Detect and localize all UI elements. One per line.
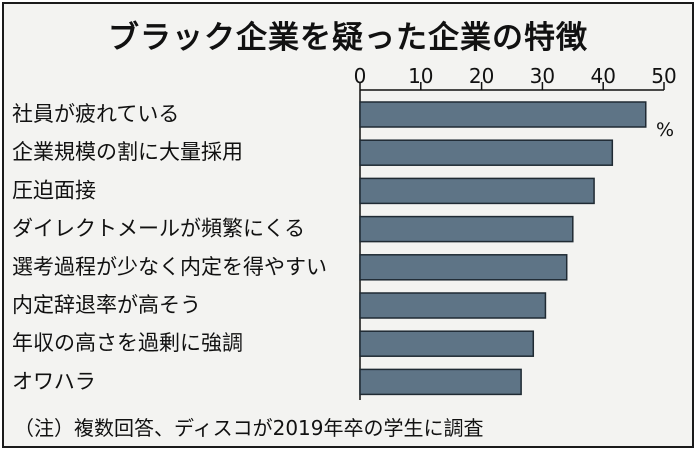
category-label: 企業規模の割に大量採用 bbox=[12, 140, 243, 164]
x-tick-label: 50 bbox=[651, 64, 676, 88]
category-label: 圧迫面接 bbox=[12, 178, 96, 202]
chart-title: ブラック企業を疑った企業の特徴 bbox=[108, 20, 588, 56]
chart-frame: ブラック企業を疑った企業の特徴 0 10 20 30 40 50 社員が疲れている企業規模の… bbox=[2, 2, 694, 448]
bar bbox=[359, 215, 574, 243]
bar bbox=[359, 139, 614, 166]
bar bbox=[359, 177, 595, 205]
x-tick-label: 30 bbox=[530, 64, 555, 88]
x-tick-label: 10 bbox=[408, 64, 433, 88]
category-label: ダイレクトメールが頻繁にくる bbox=[12, 217, 305, 241]
bar bbox=[359, 330, 535, 357]
category-label: オワハラ bbox=[12, 369, 96, 393]
bar bbox=[359, 101, 647, 128]
chart-footnote: （注）複数回答、ディスコが2019年卒の学生に調査 bbox=[14, 416, 484, 440]
chart-plot-area: 0 10 20 30 40 50 社員が疲れている企業規模の割に大量採用圧迫面接ダイレクトメ… bbox=[12, 64, 677, 400]
category-label: 内定辞退率が高そう bbox=[12, 293, 201, 317]
bar bbox=[359, 254, 568, 281]
x-tick-label: 0 bbox=[354, 64, 367, 88]
x-tick-label: 20 bbox=[469, 64, 494, 88]
category-label: 社員が疲れている bbox=[12, 102, 179, 126]
x-tick-label: 40 bbox=[590, 64, 615, 88]
category-label: 選考過程が少なく内定を得やすい bbox=[12, 255, 327, 279]
bar bbox=[359, 292, 547, 319]
category-label: 年収の高さを過剰に強調 bbox=[12, 331, 243, 355]
unit-label: % bbox=[656, 119, 674, 141]
bar bbox=[359, 368, 522, 396]
